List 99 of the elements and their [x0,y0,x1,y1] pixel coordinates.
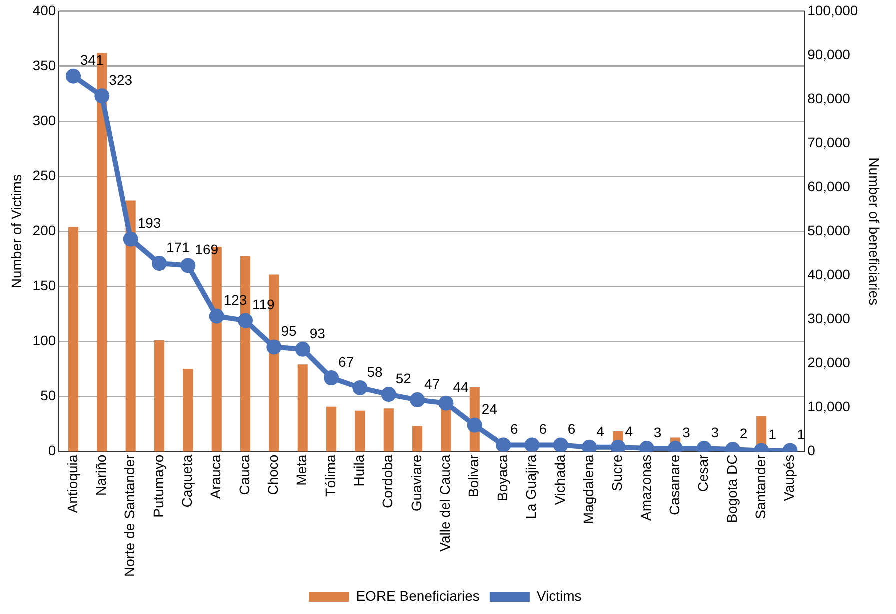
x-tick-label: Sucre [609,454,626,492]
point [180,258,196,274]
data-label: 24 [482,401,498,418]
bar [68,227,79,452]
x-tick-label: Huila [351,454,368,487]
x-tick-label: Nariño [93,454,110,496]
point [324,370,340,386]
x-tick-label: Bolivar [466,454,482,498]
y-tick-label: 100 [32,332,56,349]
data-label: 6 [510,421,519,438]
data-label: 95 [281,323,297,340]
x-tick-label: Cesar [695,454,712,492]
y-tick-label: 150 [32,278,56,294]
x-tick-label: Norte de Santander [122,454,138,578]
data-label: 67 [338,354,354,370]
y-tick-label: 350 [32,57,56,74]
data-label: 171 [166,239,190,256]
data-label: 3 [682,424,691,440]
point [467,418,482,433]
y2-tick-label: 0 [808,442,816,459]
x-tick-label: Cauca [236,454,252,496]
x-tick-label: Vaupés [781,454,798,502]
x-tick-label: Casanare [666,454,682,516]
data-label: 6 [568,421,576,438]
x-tick-label: Choco [265,454,282,496]
y2-tick-label: 70,000 [808,134,851,150]
bar [412,426,423,452]
y-tick-label: 200 [32,222,56,238]
bar [298,364,308,452]
data-label: 1 [768,426,777,443]
x-tick-label: Caqueta [179,454,196,508]
point [209,308,224,324]
y-tick-label: 0 [48,442,56,459]
x-tick-label: Arauca [208,454,224,500]
point [381,387,396,402]
point [266,340,282,355]
x-tick-label: Meta [294,454,310,486]
x-tick-label: Santander [752,454,768,520]
bar [441,408,452,452]
data-label: 6 [539,421,548,438]
data-label: 93 [310,325,326,342]
point [295,342,310,357]
data-label: 58 [367,364,383,380]
x-tick-label: Magdalena [580,454,596,524]
point [496,438,512,452]
point [524,438,540,452]
x-tick-label: Amazonas [638,454,654,521]
bar [183,369,194,452]
x-tick-label: Antioquia [64,454,80,514]
y2-tick-label: 90,000 [808,46,851,62]
y-tick-label: 300 [32,112,56,128]
y2-tick-label: 50,000 [808,222,851,238]
point [438,396,454,411]
y2-tick-label: 60,000 [808,178,851,194]
bar [384,408,394,452]
y2-tick-label: 40,000 [808,266,851,283]
y-tick-label: 400 [32,2,56,18]
data-label: 4 [625,423,634,440]
x-tick-label: Vichada [552,454,568,506]
y2-axis-title: Number of beneficiaries [866,158,883,306]
x-tick-label: Guaviare [408,454,424,512]
legend-label: EORE Beneficiaries [356,588,480,604]
point [123,232,138,247]
bar [126,200,136,452]
data-label: 4 [596,423,605,440]
y2-tick-label: 100,000 [808,2,858,18]
data-label: 193 [138,215,162,232]
y2-tick-label: 80,000 [808,90,851,106]
point [352,380,368,396]
y2-tick-label: 10,000 [808,398,851,415]
point [553,438,568,452]
legend-label: Victims [536,588,582,604]
y2-tick-label: 30,000 [808,310,851,327]
x-tick-label: Boyaca [494,454,510,502]
x-tick-label: La Guajira [523,454,540,520]
x-tick-label: Valle del Cauca [437,454,454,552]
point [238,313,254,328]
data-label: 3 [711,424,720,440]
data-label: 323 [109,72,133,88]
bar [326,406,337,452]
data-label: 47 [424,376,440,392]
data-label: 44 [453,379,469,396]
point [66,68,81,84]
data-label: 3 [654,424,662,440]
point [410,392,426,408]
bar [355,410,366,452]
y-tick-label: 50 [40,388,56,404]
point [152,256,168,272]
data-label: 2 [740,425,748,442]
data-label: 52 [396,370,412,386]
x-tick-label: Bogota DC [724,454,740,524]
x-tick-label: Cordoba [380,454,396,509]
bar [154,340,165,452]
x-tick-label: Tólima [322,454,338,497]
y-tick-label: 250 [32,167,56,184]
x-tick-label: Putumayo [150,454,166,518]
point [94,88,110,104]
y-axis-title: Number of Victims [8,174,24,289]
y2-tick-label: 20,000 [808,354,851,371]
